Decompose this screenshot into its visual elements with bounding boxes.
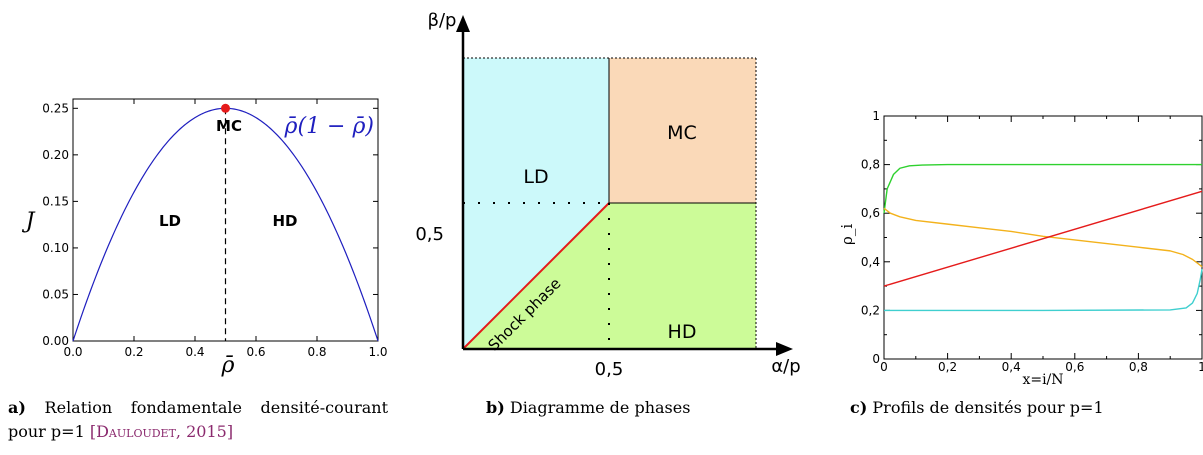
x-axis-label: ρ̄ (221, 353, 235, 378)
x-tick-label: 0,6 (1065, 360, 1084, 374)
y-tick-label: 1 (872, 109, 880, 123)
x-tick-label: 0.6 (246, 345, 265, 359)
x-axis-label: x=i/N (1022, 372, 1063, 388)
region-label-mc: MC (216, 117, 242, 135)
caption-letter: b) (486, 398, 505, 417)
region-label-hd: HD (272, 212, 297, 230)
y-tick-label: 0,8 (861, 158, 880, 172)
x-tick-label: 0,5 (595, 359, 624, 380)
phase-label-mc: MC (667, 122, 697, 144)
y-tick-label: 0.00 (42, 334, 69, 348)
density-profile-series-3 (884, 268, 1203, 312)
y-tick-label: 0,4 (861, 255, 880, 269)
x-tick-label: 0,2 (938, 360, 957, 374)
x-tick-label: 1.0 (368, 345, 387, 359)
caption-letter: a) (8, 398, 26, 417)
y-axis-label: β/p (428, 10, 457, 31)
phase-label-ld: LD (523, 166, 548, 188)
x-tick-label: 0 (880, 360, 888, 374)
y-tick-label: 0.20 (42, 148, 69, 162)
density-profile-series-0 (883, 163, 1202, 214)
density-profile-series-2 (883, 190, 1203, 287)
caption-text: Profils de densités pour p=1 (872, 398, 1104, 417)
x-axis-arrow (776, 342, 793, 356)
caption-text: Diagramme de phases (509, 398, 691, 417)
caption-letter: c) (850, 398, 868, 417)
phase-diagram: LD MC HD Shock phase 0,5 0,5 β/p α/p (415, 10, 800, 380)
y-axis-label: J (22, 209, 36, 234)
region-mc (609, 58, 756, 203)
shock-phase-line (462, 202, 610, 350)
y-tick-label: 0.25 (42, 101, 69, 115)
x-tick-label: 0.0 (63, 345, 82, 359)
y-tick-label: 0.15 (42, 194, 69, 208)
y-tick-label: 0,2 (861, 303, 880, 317)
caption-c: c) Profils de densités pour p=1 (850, 396, 1190, 420)
y-tick-label: 0.05 (42, 287, 69, 301)
phase-label-hd: HD (668, 321, 697, 343)
region-ld (463, 58, 609, 349)
x-axis-label: α/p (771, 356, 800, 377)
density-profiles-chart: 0 0,2 0,4 0,6 0,8 1 0 0,2 0,4 0,6 0,8 1 ρ_i x=i/N (840, 109, 1203, 388)
caption-a: a) Relation fondamentale densité-courant… (8, 396, 388, 444)
x-tick-label: 0.2 (124, 345, 143, 359)
x-tick-label: 0.4 (185, 345, 204, 359)
y-axis-arrow (456, 15, 470, 32)
density-profile-series-1 (883, 207, 1203, 268)
y-tick-label: 0,5 (415, 224, 444, 245)
y-tick-label: 0.10 (42, 241, 69, 255)
region-label-ld: LD (159, 212, 181, 230)
caption-b: b) Diagramme de phases (486, 396, 746, 420)
y-tick-label: 0 (872, 352, 880, 366)
fundamental-relation-chart: 0.0 0.2 0.4 0.6 0.8 1.0 0.00 0.05 0.10 0.15 0.20 0.… (22, 98, 388, 378)
x-tick-label: 0,4 (1002, 360, 1021, 374)
x-tick-label: 0.8 (307, 345, 326, 359)
region-hd (463, 203, 756, 349)
max-current-point (221, 103, 230, 113)
plot-frame (883, 115, 1203, 360)
x-tick-label: 0,8 (1129, 360, 1148, 374)
y-axis-label: ρ_i (840, 224, 856, 245)
citation: [Dauloudet, 2015] (89, 422, 234, 441)
x-tick-label: 1 (1198, 360, 1203, 374)
curve-legend-label: ρ̄(1 − ρ̄) (284, 114, 374, 139)
caption-text: Relation fondamentale densité-courant po… (8, 398, 389, 441)
y-tick-label: 0,6 (861, 206, 880, 220)
